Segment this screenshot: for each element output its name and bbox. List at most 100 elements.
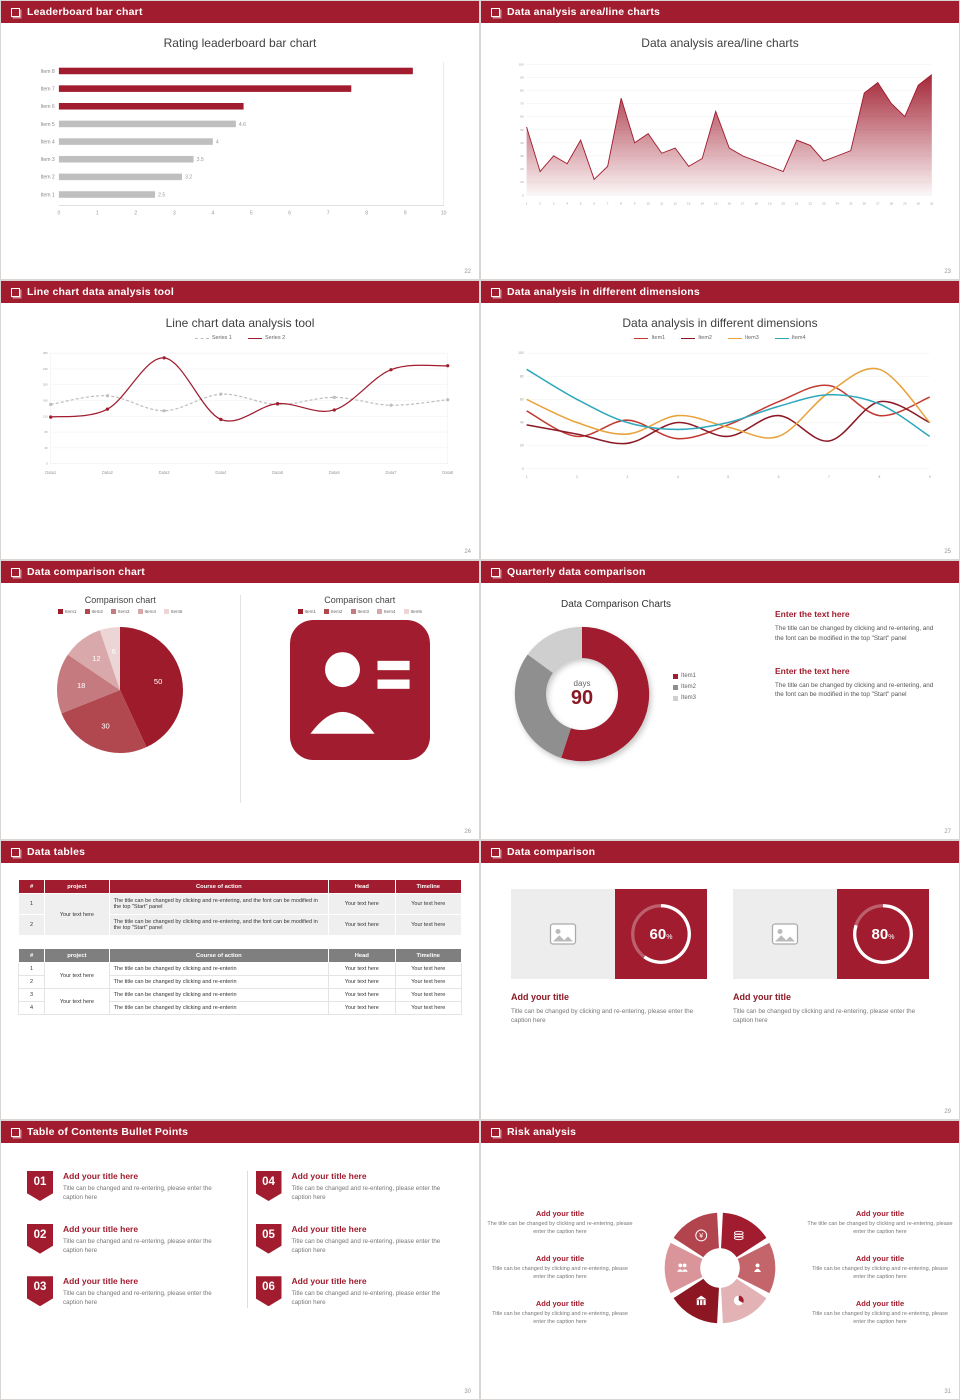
svg-text:¥: ¥ xyxy=(699,1233,703,1240)
square-bullet-icon xyxy=(11,1127,20,1137)
svg-text:3: 3 xyxy=(173,211,176,217)
toc-item-caption: Title can be changed and re-entering, pl… xyxy=(63,1290,212,1307)
svg-text:100: 100 xyxy=(518,351,524,355)
svg-text:3: 3 xyxy=(553,201,555,205)
chart-title: Comparison chart xyxy=(84,595,156,605)
page-number: 27 xyxy=(944,829,951,835)
slide-table-of-contents: Table of Contents Bullet Points 01 Add y… xyxy=(0,1120,480,1400)
legend-label: Item1 xyxy=(65,609,77,614)
slide-header-title: Risk analysis xyxy=(507,1126,577,1138)
slide-quarterly-comparison: Quarterly data comparison Data Compariso… xyxy=(480,560,960,840)
table-cell: Your text here xyxy=(328,1001,396,1015)
svg-text:20: 20 xyxy=(520,444,524,448)
slide-header-title: Table of Contents Bullet Points xyxy=(27,1126,189,1138)
item1-swatch-icon xyxy=(673,673,678,679)
risk-caption: Title can be changed by clicking and re-… xyxy=(492,1266,628,1280)
slide-content: Line chart data analysis tool Series 1 S… xyxy=(1,303,479,559)
svg-text:13: 13 xyxy=(687,201,691,205)
number-badge: 05 xyxy=(255,1223,282,1254)
legend-label: Item4 xyxy=(791,335,806,341)
svg-text:12: 12 xyxy=(673,201,677,205)
table-cell: Your text here xyxy=(394,914,463,936)
svg-text:18: 18 xyxy=(77,681,85,690)
square-bullet-icon xyxy=(491,847,500,857)
svg-text:27: 27 xyxy=(876,201,880,205)
page-number: 29 xyxy=(944,1109,951,1115)
svg-text:31: 31 xyxy=(930,201,934,205)
svg-text:24: 24 xyxy=(836,201,840,205)
legend-label: Item5 xyxy=(410,609,423,614)
svg-text:28: 28 xyxy=(890,201,894,205)
slide-header: Leaderboard bar chart xyxy=(1,1,479,23)
svg-text:4: 4 xyxy=(216,139,219,145)
square-bullet-icon xyxy=(11,847,20,857)
svg-text:19: 19 xyxy=(768,201,772,205)
card-title: Add your title xyxy=(511,992,569,1002)
toc-item-title: Add your title here xyxy=(63,1276,139,1287)
series1-line-swatch-icon xyxy=(194,337,209,339)
progress-label: 80 % xyxy=(837,889,929,979)
svg-text:29: 29 xyxy=(903,201,907,205)
vertical-divider xyxy=(239,595,241,803)
card-caption: Title can be changed by clicking and re-… xyxy=(511,1008,694,1025)
toc-item-title: Add your title here xyxy=(291,1171,367,1181)
toc-item: 04 Add your title here Title can be chan… xyxy=(255,1171,468,1203)
toc-item-title: Add your title here xyxy=(63,1223,139,1234)
slide-header-title: Line chart data analysis tool xyxy=(27,286,175,298)
slide-content: Add your title The title can be changed … xyxy=(481,1143,959,1399)
risk-pinwheel-diagram: ¥ xyxy=(664,1212,776,1324)
svg-text:2: 2 xyxy=(539,201,541,205)
svg-text:7: 7 xyxy=(327,211,330,217)
table-cell: The title can be changed by clicking and… xyxy=(108,1001,330,1015)
image-placeholder xyxy=(733,889,837,979)
svg-text:0: 0 xyxy=(522,193,524,197)
svg-text:2: 2 xyxy=(134,211,137,217)
risk-text-block: Add your title The title can be changed … xyxy=(806,1209,954,1237)
item4-line-swatch-icon xyxy=(774,337,789,339)
svg-text:10: 10 xyxy=(441,211,447,217)
slide-content: Data analysis area/line charts 0 10 20 30 40… xyxy=(481,23,959,279)
legend-label: Item4 xyxy=(384,609,396,614)
table-cell: 3 xyxy=(17,988,46,1002)
comparison-card: 80 % Add your title Title can be changed… xyxy=(733,889,929,1026)
item5-swatch-icon xyxy=(403,609,409,614)
svg-text:14: 14 xyxy=(701,201,705,205)
svg-text:40: 40 xyxy=(520,141,524,145)
svg-text:6: 6 xyxy=(288,211,291,217)
progress-ring xyxy=(853,904,913,964)
svg-text:Item 1: Item 1 xyxy=(41,192,55,198)
svg-text:Item 5: Item 5 xyxy=(41,122,55,128)
square-bullet-icon xyxy=(11,567,20,577)
table-cell: Your text here xyxy=(394,1001,463,1015)
svg-text:70: 70 xyxy=(520,102,524,106)
leaderboard-bar-chart: 0 1 2 3 4 5 6 7 8 9 10 Item 8 Item 7 Item 6 Item 5 4.6 I… xyxy=(41,62,447,217)
legend-label: Item1 xyxy=(304,609,317,614)
svg-text:15: 15 xyxy=(714,201,718,205)
toc-item-caption: Title can be changed and re-entering, pl… xyxy=(291,1185,441,1202)
svg-text:80: 80 xyxy=(44,430,48,434)
item2-swatch-icon xyxy=(84,609,90,614)
svg-text:9: 9 xyxy=(634,201,636,205)
svg-text:2: 2 xyxy=(576,475,578,479)
svg-text:1: 1 xyxy=(526,201,528,205)
text-block-body: The title can be changed by clicking and… xyxy=(775,681,934,699)
svg-text:16: 16 xyxy=(728,201,732,205)
toc-item: 03 Add your title here Title can be chan… xyxy=(27,1276,239,1308)
slide-header: Quarterly data comparison xyxy=(481,561,959,583)
table-row: 4 The title can be changed by clicking a… xyxy=(17,1001,463,1015)
legend-label: Item1 xyxy=(651,335,666,341)
svg-text:23: 23 xyxy=(822,201,826,205)
text-block-body: The title can be changed by clicking and… xyxy=(775,625,934,642)
svg-text:100: 100 xyxy=(518,62,523,66)
table-header-cell: Course of action xyxy=(108,948,330,963)
page-number: 23 xyxy=(944,269,951,275)
svg-text:4: 4 xyxy=(566,201,568,205)
progress-unit: % xyxy=(888,933,895,941)
svg-text:6: 6 xyxy=(778,475,780,479)
table-header-cell: project xyxy=(44,879,110,894)
square-bullet-icon xyxy=(11,287,20,297)
legend-label: Series 2 xyxy=(265,335,286,341)
page-number: 25 xyxy=(944,549,951,555)
risk-title: Add your title xyxy=(535,1298,585,1308)
